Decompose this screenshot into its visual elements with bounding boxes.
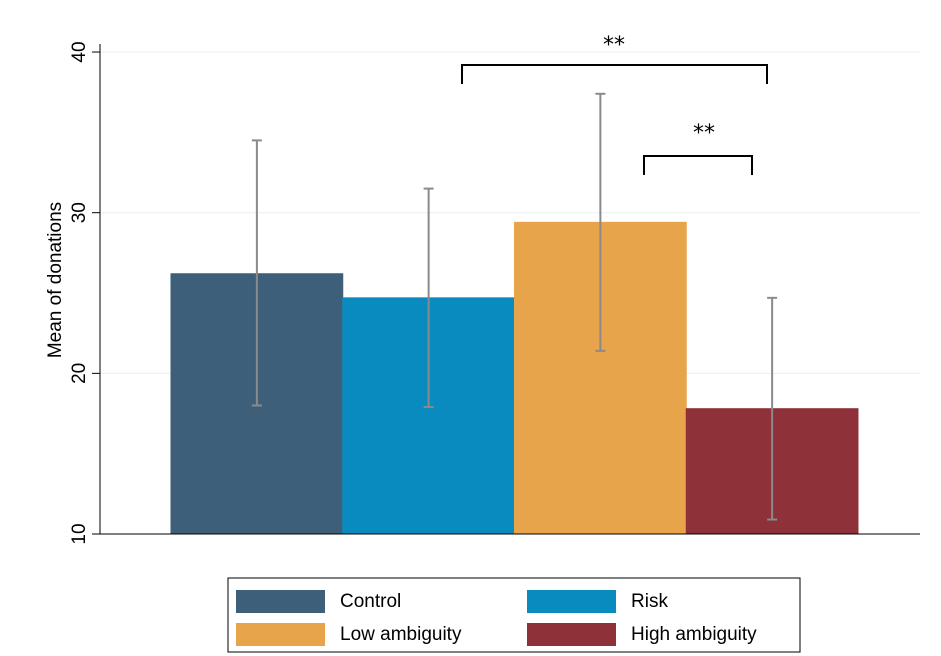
bracket-line (643, 155, 753, 175)
legend-swatch (236, 623, 325, 646)
legend-swatch (527, 623, 616, 646)
y-axis-label: Mean of donations (45, 202, 66, 358)
legend-label: Risk (631, 591, 668, 612)
legend-label: Control (340, 591, 401, 612)
legend-swatch (527, 590, 616, 613)
y-tick-label: 20 (69, 363, 90, 384)
significance-label: ** (693, 121, 715, 146)
legend-label: High ambiguity (631, 624, 757, 645)
y-tick-label: 10 (69, 523, 90, 544)
y-tick-label: 40 (69, 41, 90, 62)
legend-label: Low ambiguity (340, 624, 462, 645)
significance-label: ** (603, 33, 625, 58)
significance-bracket: ** ** (461, 33, 768, 175)
bracket-line (461, 64, 768, 84)
legend-swatch (236, 590, 325, 613)
y-tick-label: 30 (69, 202, 90, 223)
